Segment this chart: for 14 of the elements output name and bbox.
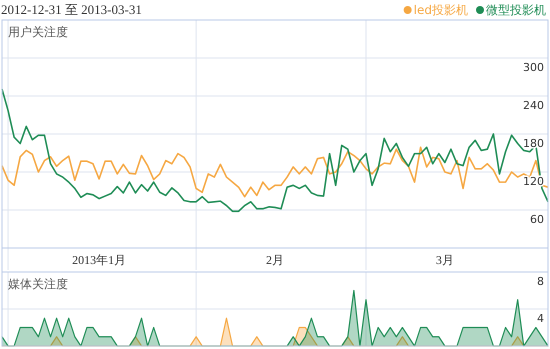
legend-label: 微型投影机 — [486, 3, 546, 17]
y-tick-label: 240 — [523, 99, 544, 112]
y-tick-label: 300 — [523, 61, 544, 74]
y-tick-label: 4 — [537, 312, 544, 325]
x-tick-label: 3月 — [436, 253, 454, 267]
chart-title: 2012-12-31 至 2013-03-31 — [1, 2, 142, 17]
legend-label: led投影机 — [414, 3, 468, 17]
y-axis-title: 用户关注度 — [8, 25, 68, 39]
y-tick-label: 180 — [523, 137, 544, 150]
y-axis-title: 媒体关注度 — [8, 277, 68, 291]
y-tick-label: 60 — [530, 213, 544, 226]
x-tick-label: 2013年1月 — [72, 253, 126, 267]
y-tick-label: 8 — [537, 275, 544, 288]
x-tick-label: 2月 — [266, 253, 284, 267]
